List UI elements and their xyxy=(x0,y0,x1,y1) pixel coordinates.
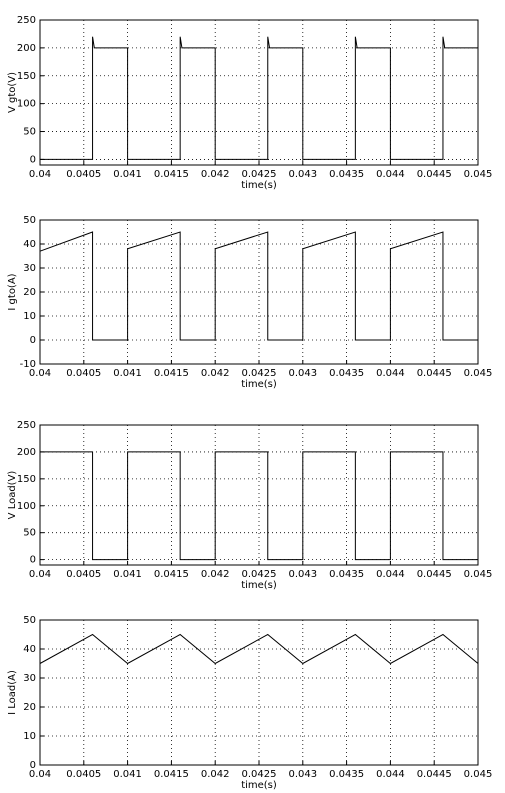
y-axis-label: V Load(V) xyxy=(7,471,18,520)
y-tick-label: 10 xyxy=(23,731,36,742)
data-line xyxy=(39,633,479,665)
x-tick-label: 0.041 xyxy=(113,769,142,780)
x-tick-label: 0.0405 xyxy=(66,368,101,379)
x-tick-label: 0.0445 xyxy=(417,569,452,580)
x-tick-label: 0.043 xyxy=(288,769,317,780)
x-tick-label: 0.0435 xyxy=(329,569,364,580)
y-tick-label: 250 xyxy=(17,15,36,26)
x-tick-label: 0.044 xyxy=(376,368,405,379)
x-tick-label: 0.041 xyxy=(113,169,142,180)
y-tick-label: 100 xyxy=(17,501,36,512)
x-tick-label: 0.0415 xyxy=(154,368,189,379)
x-tick-label: 0.04 xyxy=(29,368,51,379)
y-tick-label: 40 xyxy=(23,644,36,655)
x-tick-label: 0.0425 xyxy=(242,368,277,379)
x-tick-label: 0.0435 xyxy=(329,769,364,780)
y-tick-label: 100 xyxy=(17,99,36,110)
y-tick-label: 40 xyxy=(23,239,36,250)
data-line xyxy=(40,451,478,561)
x-tick-label: 0.045 xyxy=(464,368,493,379)
x-tick-label: 0.041 xyxy=(113,569,142,580)
x-tick-label: 0.042 xyxy=(201,769,230,780)
x-tick-label: 0.0415 xyxy=(154,169,189,180)
x-tick-label: 0.04 xyxy=(29,569,51,580)
data-line xyxy=(40,36,478,160)
y-tick-label: 20 xyxy=(23,702,36,713)
y-tick-label: -10 xyxy=(20,359,36,370)
x-tick-label: 0.043 xyxy=(288,368,317,379)
x-tick-label: 0.0425 xyxy=(242,769,277,780)
y-tick-label: 30 xyxy=(23,673,36,684)
x-tick-label: 0.042 xyxy=(201,569,230,580)
y-tick-label: 200 xyxy=(17,43,36,54)
y-axis-label: I Load(A) xyxy=(7,670,18,715)
x-axis-label: time(s) xyxy=(241,580,277,591)
axes-frame xyxy=(39,219,479,365)
x-tick-label: 0.045 xyxy=(464,569,493,580)
x-tick-label: 0.0445 xyxy=(417,169,452,180)
y-tick-label: 20 xyxy=(23,287,36,298)
x-tick-label: 0.0425 xyxy=(242,569,277,580)
axes-frame xyxy=(39,424,479,566)
y-tick-label: 150 xyxy=(17,474,36,485)
y-tick-label: 50 xyxy=(23,528,36,539)
x-axis-label: time(s) xyxy=(241,780,277,791)
x-tick-label: 0.0405 xyxy=(66,569,101,580)
x-tick-label: 0.04 xyxy=(29,769,51,780)
y-tick-label: 50 xyxy=(23,127,36,138)
x-tick-label: 0.041 xyxy=(113,368,142,379)
x-tick-label: 0.0415 xyxy=(154,769,189,780)
x-tick-label: 0.04 xyxy=(29,169,51,180)
x-tick-label: 0.0435 xyxy=(329,169,364,180)
y-tick-label: 50 xyxy=(23,215,36,226)
x-tick-label: 0.0435 xyxy=(329,368,364,379)
y-tick-label: 0 xyxy=(30,154,36,165)
y-tick-label: 0 xyxy=(30,555,36,566)
x-tick-label: 0.0445 xyxy=(417,769,452,780)
x-tick-label: 0.045 xyxy=(464,169,493,180)
x-tick-label: 0.044 xyxy=(376,769,405,780)
x-tick-label: 0.044 xyxy=(376,169,405,180)
x-axis-label: time(s) xyxy=(241,180,277,191)
x-tick-label: 0.0415 xyxy=(154,569,189,580)
x-tick-label: 0.043 xyxy=(288,569,317,580)
y-tick-label: 0 xyxy=(30,760,36,771)
x-tick-label: 0.044 xyxy=(376,569,405,580)
y-tick-label: 250 xyxy=(17,420,36,431)
x-axis-label: time(s) xyxy=(241,379,277,390)
x-tick-label: 0.043 xyxy=(288,169,317,180)
axes-frame xyxy=(39,19,479,166)
x-tick-label: 0.042 xyxy=(201,169,230,180)
y-axis-label: V gto(V) xyxy=(7,72,18,113)
y-tick-label: 150 xyxy=(17,71,36,82)
x-tick-label: 0.0405 xyxy=(66,169,101,180)
x-tick-label: 0.045 xyxy=(464,769,493,780)
y-tick-label: 50 xyxy=(23,615,36,626)
x-tick-label: 0.0405 xyxy=(66,769,101,780)
y-tick-label: 10 xyxy=(23,311,36,322)
axes-frame xyxy=(39,619,479,766)
y-tick-label: 200 xyxy=(17,447,36,458)
x-tick-label: 0.0425 xyxy=(242,169,277,180)
y-axis-label: I gto(A) xyxy=(7,273,18,310)
y-tick-label: 30 xyxy=(23,263,36,274)
x-tick-label: 0.0445 xyxy=(417,368,452,379)
x-tick-label: 0.042 xyxy=(201,368,230,379)
y-tick-label: 0 xyxy=(30,335,36,346)
data-line xyxy=(39,231,478,341)
